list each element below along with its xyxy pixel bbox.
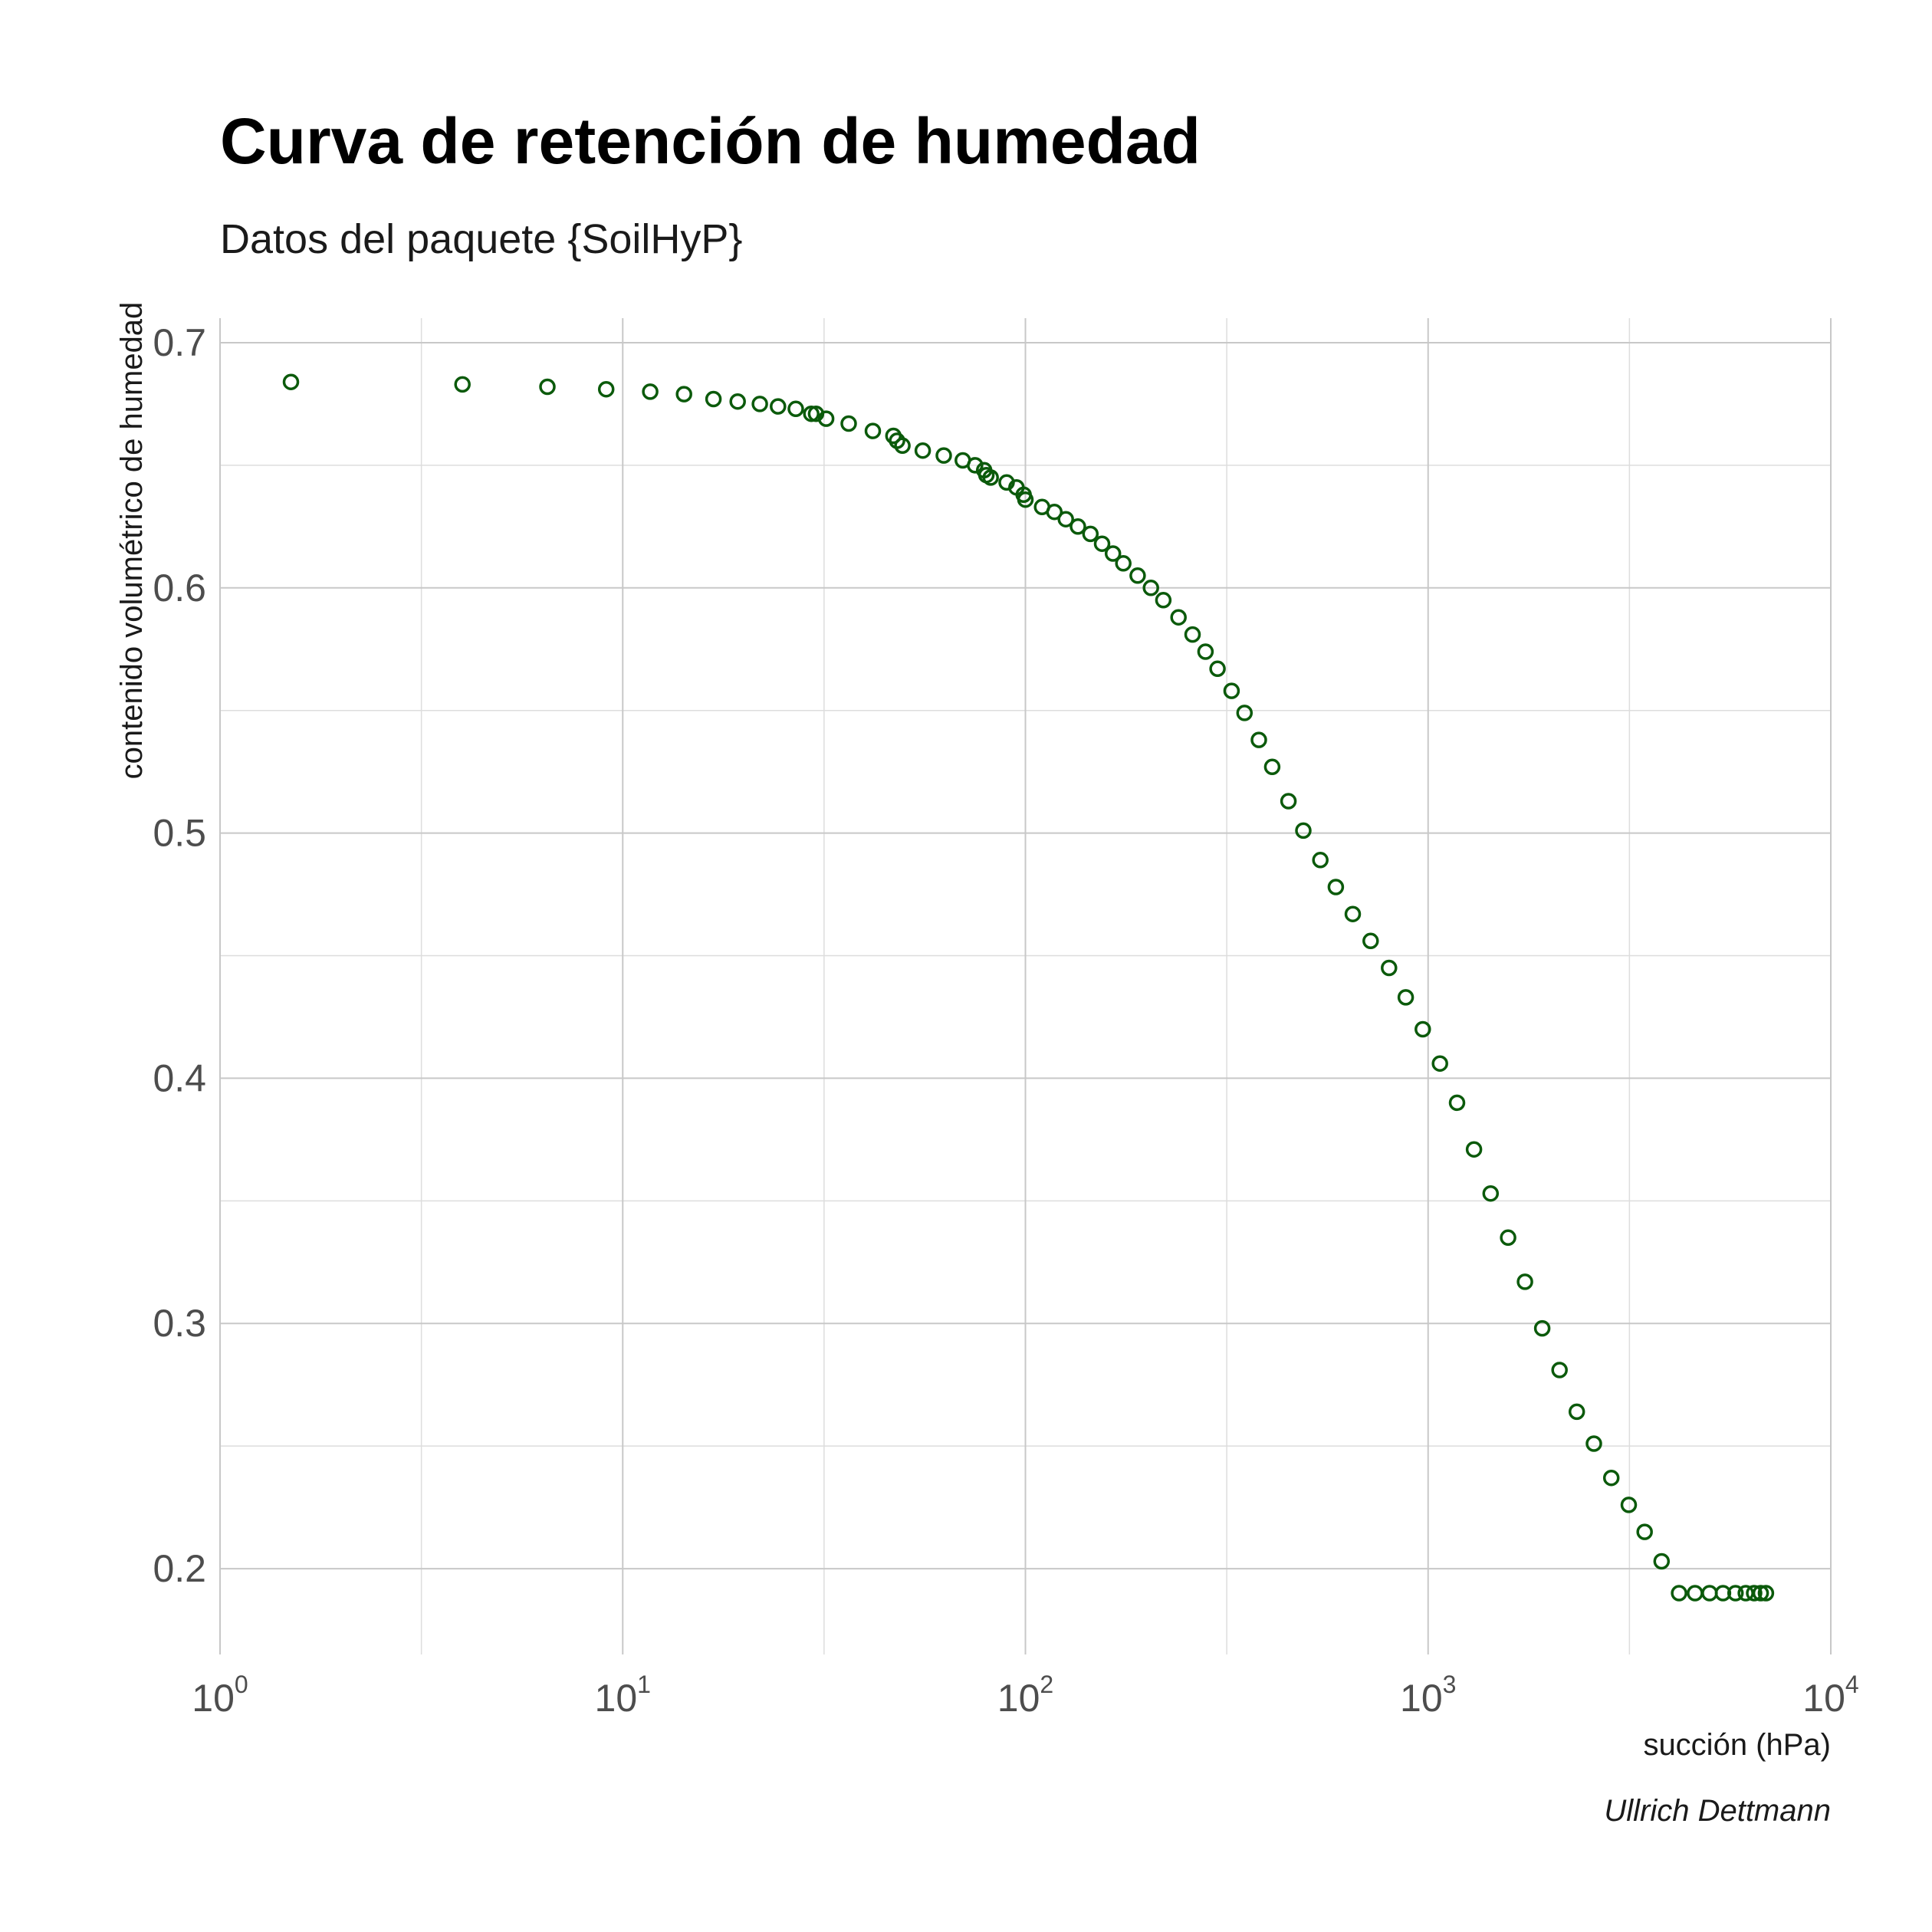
data-point [1757,1585,1775,1602]
x-tick-label: 100 [192,1671,248,1720]
data-point [1636,1523,1653,1540]
data-point [1142,580,1159,596]
data-point [1381,959,1398,977]
data-point [751,396,768,412]
data-point [1414,1020,1431,1038]
data-point [539,378,556,396]
data-point [1752,1585,1769,1602]
y-tick-label: 0.6 [153,567,206,610]
data-point [1104,545,1122,562]
x-tick-base: 10 [192,1677,235,1720]
data-point [1448,1094,1466,1112]
data-point [1070,518,1086,535]
x-tick-exponent: 1 [637,1671,651,1698]
y-tick-label: 0.5 [153,812,206,855]
data-point [1568,1403,1585,1421]
data-point [1155,592,1172,609]
chart-caption: Ullrich Dettmann [1604,1794,1831,1828]
data-point [454,376,471,393]
x-tick-label: 104 [1802,1671,1858,1720]
x-tick-base: 10 [595,1677,638,1720]
data-point [1209,660,1226,678]
data-point [1170,609,1187,626]
data-point [1250,731,1267,748]
data-point [787,400,804,418]
data-point [1295,822,1312,840]
data-points [282,373,1775,1602]
data-point [1184,626,1201,643]
data-point [1620,1497,1638,1513]
data-point [675,386,692,402]
data-point [1431,1055,1448,1072]
x-tick-base: 10 [997,1677,1040,1720]
data-point [817,410,835,427]
data-point [1263,758,1281,776]
data-point [729,393,746,410]
y-tick-label: 0.7 [153,321,206,364]
data-point [803,405,820,422]
y-tick-label: 0.3 [153,1302,206,1345]
x-tick-exponent: 2 [1040,1671,1053,1698]
chart-title: Curva de retención de humedad [220,105,1201,177]
data-point [642,383,659,400]
data-point [1017,491,1034,508]
data-point [1727,1585,1744,1602]
data-point [1344,905,1362,922]
x-tick-base: 10 [1802,1677,1845,1720]
data-point [935,447,952,464]
data-point [1516,1273,1533,1290]
data-point [1746,1585,1763,1602]
y-tick-label: 0.2 [153,1547,206,1590]
data-point [914,442,932,459]
data-point [967,457,984,474]
data-point [864,422,882,439]
data-point [1533,1319,1551,1337]
data-point [1236,705,1254,721]
data-point [840,415,857,432]
x-tick-exponent: 4 [1845,1671,1859,1698]
data-point [1397,989,1414,1006]
x-axis-label: succión (hPa) [1643,1728,1831,1762]
data-point [1327,879,1345,895]
data-point [1057,511,1074,527]
x-tick-label: 102 [997,1671,1053,1720]
data-point [1312,852,1329,869]
data-point [894,437,911,455]
data-point [1082,525,1099,543]
data-point [1280,793,1297,810]
chart-subtitle: Datos del paquete {SoilHyP} [220,216,742,262]
data-point [282,373,300,390]
data-point [1500,1229,1516,1247]
data-point [1223,682,1240,699]
data-point [1482,1184,1500,1202]
data-point [1197,643,1214,660]
x-tick-exponent: 0 [235,1671,248,1698]
x-tick-label: 101 [595,1671,651,1720]
x-tick-exponent: 3 [1443,1671,1457,1698]
data-point [1653,1552,1671,1570]
data-point [1465,1141,1483,1158]
data-point [1362,932,1379,950]
y-axis-ticks: 0.2 0.3 0.4 0.5 0.6 0.7 [153,321,206,1590]
data-point [597,380,615,398]
data-point [1671,1585,1687,1602]
x-axis-ticks: 100 101 102 103 104 [192,1671,1858,1720]
data-point [1602,1469,1620,1487]
data-point [1046,503,1063,521]
data-point [705,390,722,408]
data-point [1585,1435,1602,1452]
data-point [1129,567,1146,584]
x-tick-label: 103 [1400,1671,1456,1720]
y-axis-label: contenido volumétrico de humedad [115,302,149,780]
data-point [982,469,999,486]
y-tick-label: 0.4 [153,1056,206,1099]
gridlines [219,318,1832,1654]
data-point [1551,1362,1568,1378]
data-point [770,398,787,415]
x-tick-base: 10 [1400,1677,1443,1720]
data-point [1093,535,1111,552]
data-point [1115,555,1132,572]
